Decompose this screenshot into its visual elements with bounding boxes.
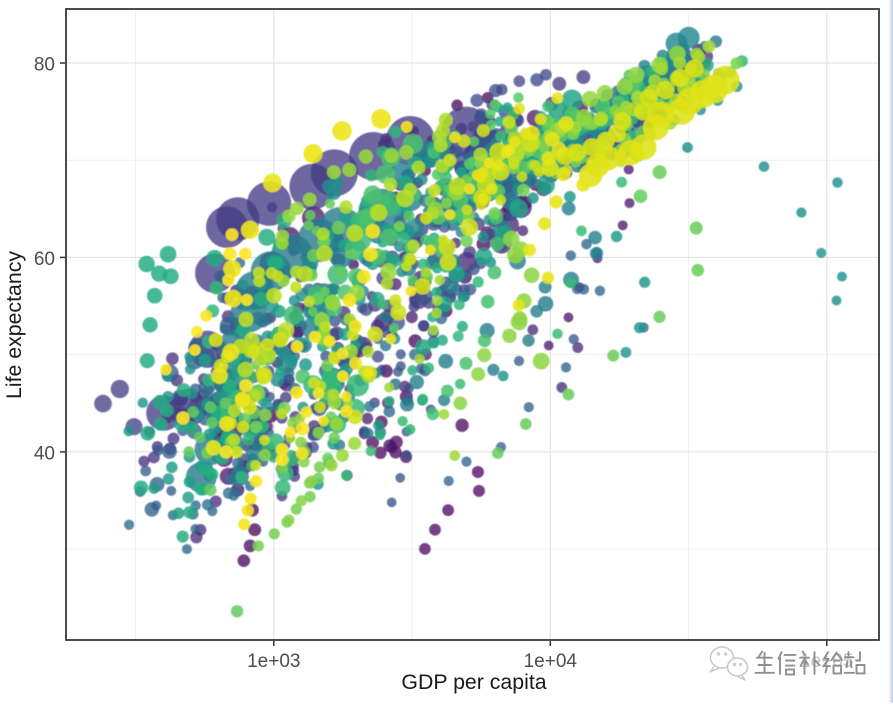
svg-text:GDP per capita: GDP per capita — [401, 670, 546, 694]
svg-text:1e+04: 1e+04 — [524, 651, 578, 672]
svg-text:80: 80 — [34, 54, 55, 75]
svg-text:60: 60 — [34, 249, 55, 270]
svg-text:Life expectancy: Life expectancy — [2, 251, 26, 399]
svg-text:40: 40 — [34, 443, 55, 464]
svg-text:1e+03: 1e+03 — [247, 651, 300, 672]
